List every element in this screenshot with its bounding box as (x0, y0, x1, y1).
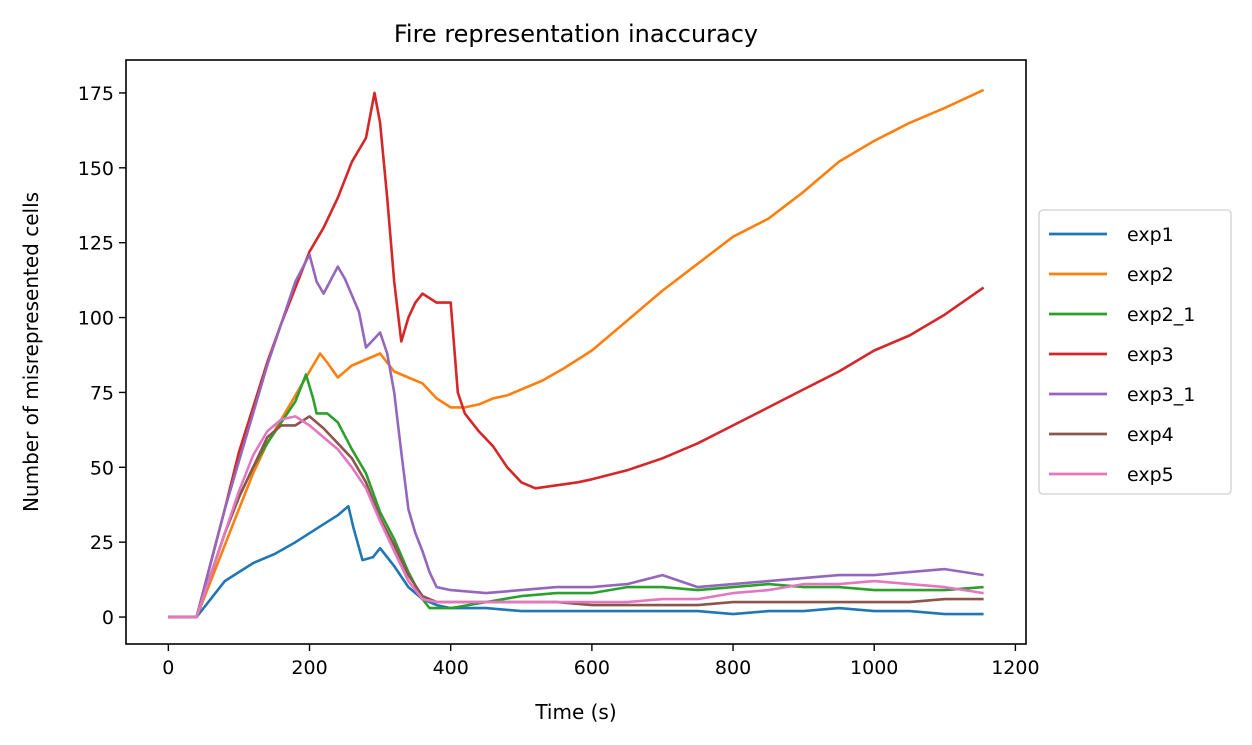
x-axis-ticks: 0 200 400 600 800 1000 1200 (162, 644, 1040, 679)
y-tick-label: 0 (102, 607, 114, 629)
x-tick-label: 600 (574, 657, 610, 679)
series-line-exp3_1 (168, 253, 984, 619)
y-tick-label: 150 (78, 158, 114, 180)
y-tick-label: 125 (78, 233, 114, 255)
legend-label-exp1: exp1 (1127, 224, 1174, 246)
x-tick-label: 200 (291, 657, 327, 679)
x-tick-label: 1200 (991, 657, 1039, 679)
legend: exp1 exp2 exp2_1 exp3 exp3_1 exp4 exp5 (1038, 209, 1232, 495)
series-line-exp3 (168, 91, 985, 619)
plot-frame (125, 59, 1027, 645)
chart-title: Fire representation inaccuracy (394, 20, 758, 48)
legend-label-exp4: exp4 (1127, 424, 1174, 446)
legend-label-exp2_1: exp2_1 (1127, 304, 1195, 326)
series-line-exp1 (168, 504, 984, 619)
y-tick-label: 50 (90, 457, 114, 479)
legend-label-exp3: exp3 (1127, 344, 1174, 366)
y-tick-label: 25 (90, 532, 114, 554)
series-line-exp5 (168, 415, 984, 619)
y-tick-label: 75 (90, 382, 114, 404)
series-line-exp4 (168, 415, 984, 619)
y-axis-label: Number of misrepresented cells (19, 192, 43, 512)
x-tick-label: 800 (715, 657, 751, 679)
x-axis-label: Time (s) (534, 700, 616, 724)
legend-label-exp3_1: exp3_1 (1127, 384, 1195, 406)
series-line-exp2 (168, 88, 985, 619)
x-tick-label: 0 (162, 657, 174, 679)
legend-label-exp5: exp5 (1127, 464, 1174, 486)
y-tick-label: 100 (78, 308, 114, 330)
x-tick-label: 400 (433, 657, 469, 679)
legend-box (1038, 209, 1232, 495)
series-line-exp2_1 (168, 373, 984, 619)
x-tick-label: 1000 (850, 657, 898, 679)
plot-area (168, 88, 985, 619)
y-tick-label: 175 (78, 83, 114, 105)
y-axis-ticks: 0 25 50 75 100 125 150 175 (78, 83, 126, 629)
legend-label-exp2: exp2 (1127, 264, 1174, 286)
